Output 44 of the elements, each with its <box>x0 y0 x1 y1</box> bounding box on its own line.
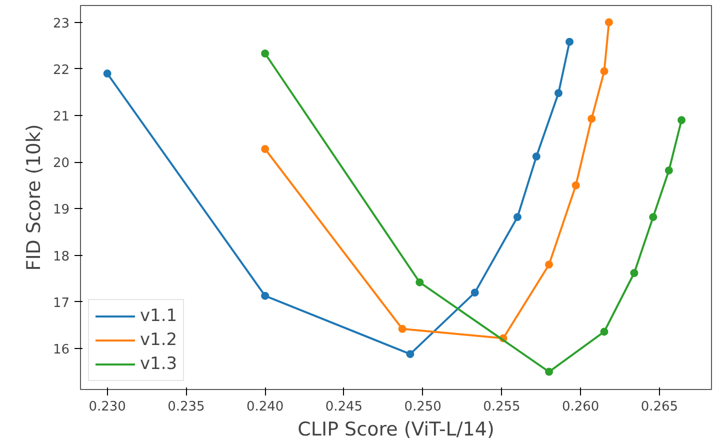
point <box>545 260 554 269</box>
x-tick-label: 0.235 <box>168 400 205 414</box>
point <box>532 152 540 160</box>
point <box>649 213 658 222</box>
point <box>604 18 613 26</box>
y-tick-label: 18 <box>52 249 70 264</box>
point <box>261 145 270 154</box>
legend-label: v1.1 <box>140 306 178 326</box>
point <box>572 181 580 190</box>
x-tick-label: 0.265 <box>640 400 678 414</box>
y-tick-label: 20 <box>52 156 70 172</box>
point <box>600 67 608 76</box>
point <box>600 328 608 336</box>
x-tick-label: 0.260 <box>562 400 600 414</box>
point <box>513 213 522 222</box>
point <box>678 116 686 124</box>
point <box>416 278 424 286</box>
point <box>554 89 562 98</box>
legend-label: v1.2 <box>140 330 178 350</box>
point <box>630 269 638 277</box>
y-tick-label: 17 <box>52 296 70 311</box>
point <box>406 350 414 358</box>
x-tick-label: 0.255 <box>483 400 520 414</box>
x-tick-label: 0.240 <box>246 400 284 414</box>
point <box>588 114 596 123</box>
point <box>398 324 406 333</box>
y-tick-label: 16 <box>52 342 70 358</box>
point <box>545 368 554 376</box>
point <box>103 70 112 78</box>
x-axis-title: CLIP Score (ViT-L/14) <box>298 418 494 440</box>
y-tick-label: 19 <box>52 202 70 218</box>
point <box>261 50 270 58</box>
y-tick-label: 21 <box>52 109 70 124</box>
y-axis-title: FID Score (10k) <box>22 124 45 271</box>
y-tick-label: 23 <box>52 16 70 32</box>
point <box>470 288 479 297</box>
x-tick-label: 0.230 <box>88 400 126 414</box>
y-tick-label: 22 <box>52 62 70 78</box>
point <box>664 166 673 174</box>
legend-label: v1.3 <box>140 354 178 374</box>
x-tick-label: 0.245 <box>325 400 363 414</box>
x-tick-label: 0.250 <box>404 400 442 414</box>
point <box>261 292 270 300</box>
point <box>566 38 574 46</box>
